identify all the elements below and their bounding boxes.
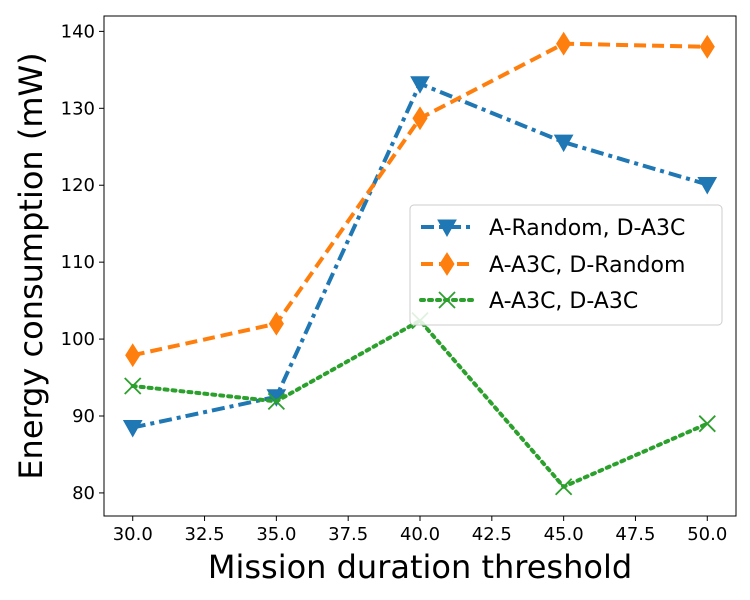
y-tick-label: 100 xyxy=(61,329,95,350)
data-point-0-2 xyxy=(410,76,430,94)
marker-stroke xyxy=(554,478,573,496)
y-tick-label: 90 xyxy=(72,406,95,427)
legend-label-2: A-A3C, D-A3C xyxy=(489,289,638,314)
data-point-1-1 xyxy=(268,311,284,336)
y-tick-label: 120 xyxy=(61,175,95,196)
x-tick-label: 30.0 xyxy=(113,524,153,545)
y-axis: 80 90 100 110 120 130 140 xyxy=(61,21,104,504)
x-tick-label: 32.5 xyxy=(185,524,225,545)
plot-area xyxy=(122,31,718,496)
data-point-2-4 xyxy=(698,415,716,433)
marker-stroke xyxy=(438,291,456,309)
legend-box xyxy=(409,204,723,326)
x-axis-title: Mission duration threshold xyxy=(208,548,632,586)
x-tick-label: 50.0 xyxy=(687,524,727,545)
y-tick-label: 110 xyxy=(61,252,95,273)
data-point-0-0 xyxy=(122,420,143,438)
legend-label-0: A-Random, D-A3C xyxy=(489,216,685,241)
y-tick-label: 80 xyxy=(72,483,95,504)
legend: A-Random, D-A3C A-A3C, D-Random A-A3C, D… xyxy=(409,204,723,326)
marker-stroke xyxy=(267,392,286,411)
y-tick-label: 140 xyxy=(61,21,95,42)
y-axis-title: Energy consumption (mW) xyxy=(12,52,50,479)
data-point-2-0 xyxy=(124,377,142,395)
marker-stroke xyxy=(124,377,142,395)
x-tick-label: 42.5 xyxy=(472,524,512,545)
data-point-1-4 xyxy=(699,34,715,59)
data-point-2-3 xyxy=(554,478,573,496)
legend-label-1: A-A3C, D-Random xyxy=(489,253,685,278)
legend-marker-1 xyxy=(439,252,455,276)
x-axis: 30.0 32.5 35.0 37.5 40.0 42.5 45.0 47.5 50.0 xyxy=(113,516,727,545)
x-tick-label: 40.0 xyxy=(400,524,440,545)
legend-marker-2 xyxy=(438,291,456,309)
data-point-2-1 xyxy=(267,392,286,411)
data-point-0-3 xyxy=(553,134,574,153)
data-point-1-2 xyxy=(412,106,428,131)
data-point-0-4 xyxy=(697,176,718,195)
x-tick-label: 37.5 xyxy=(328,524,368,545)
x-tick-label: 45.0 xyxy=(544,524,584,545)
marker-stroke xyxy=(698,415,716,433)
data-point-1-3 xyxy=(556,31,572,56)
series-line-2 xyxy=(130,318,710,489)
x-tick-label: 35.0 xyxy=(256,524,296,545)
legend-marker-0 xyxy=(437,219,457,238)
y-tick-label: 130 xyxy=(61,98,95,119)
x-tick-label: 47.5 xyxy=(615,524,655,545)
data-point-1-0 xyxy=(125,343,141,368)
